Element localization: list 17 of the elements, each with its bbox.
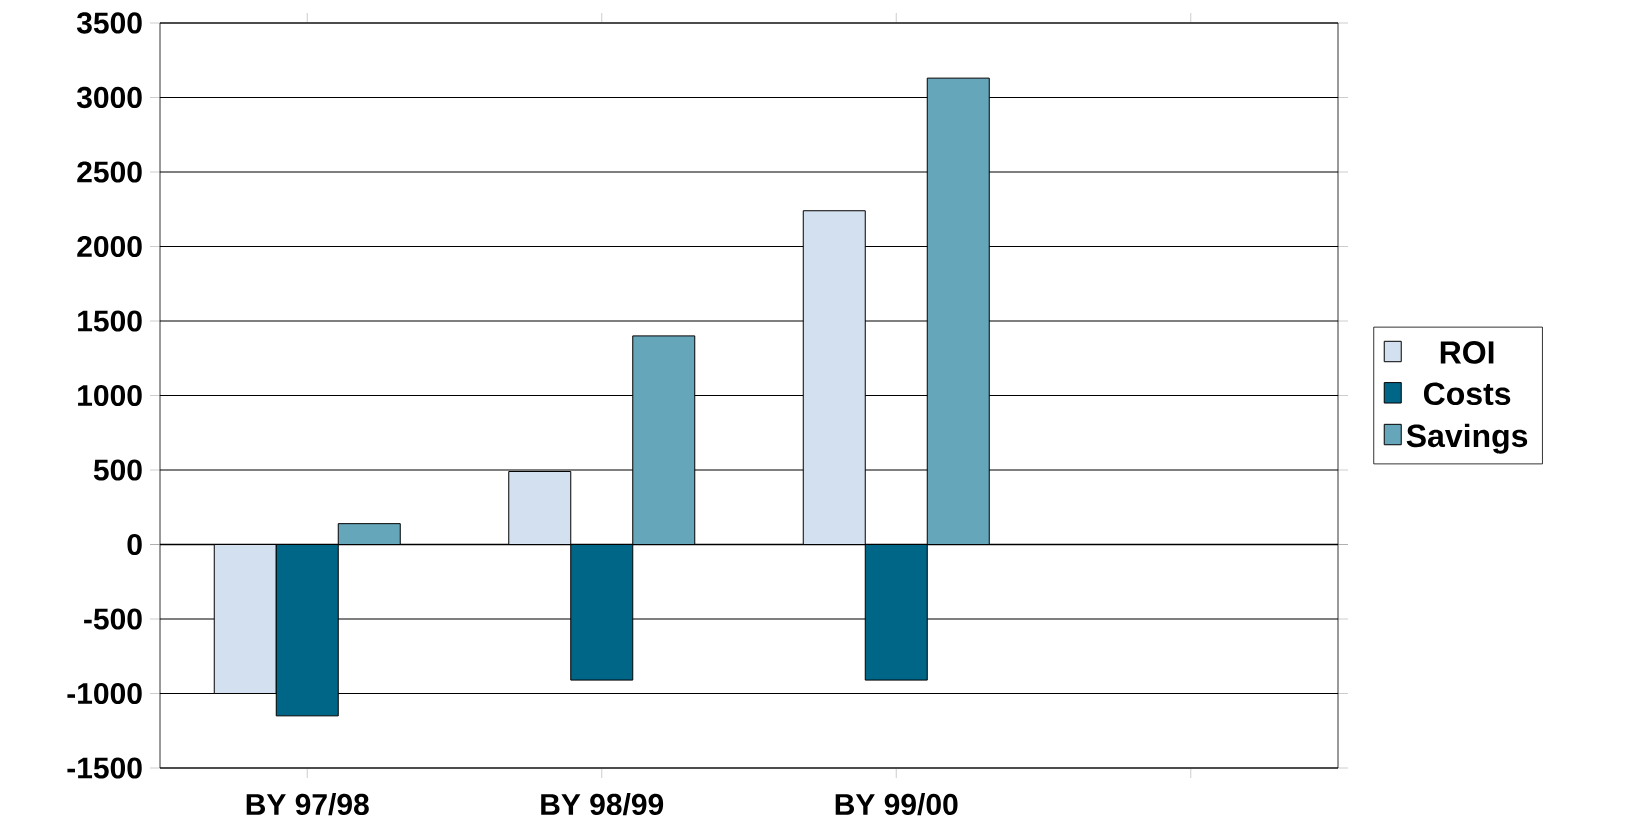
y-tick-label: 2500 bbox=[77, 161, 142, 183]
y-tick-label: 3500 bbox=[76, 12, 142, 34]
legend-label: ROI bbox=[1440, 341, 1494, 364]
y-tick-label: 500 bbox=[93, 459, 142, 481]
x-tick-label: BY 99/00 bbox=[835, 793, 958, 816]
y-tick-label: -500 bbox=[84, 608, 142, 630]
legend-label: Savings bbox=[1406, 423, 1528, 454]
y-tick-label: 2000 bbox=[77, 235, 142, 258]
y-tick-label: 0 bbox=[127, 533, 142, 556]
y-tick-label: 3000 bbox=[76, 86, 142, 109]
y-tick-label: -1500 bbox=[67, 757, 142, 779]
legend-label: Costs bbox=[1423, 382, 1511, 406]
y-tick-label: -1000 bbox=[67, 682, 142, 705]
x-tick-label: BY 97/98 bbox=[246, 793, 369, 816]
y-tick-label: 1500 bbox=[78, 310, 142, 332]
x-tick-label: BY 98/99 bbox=[541, 793, 664, 816]
y-tick-label: 1000 bbox=[78, 384, 142, 407]
